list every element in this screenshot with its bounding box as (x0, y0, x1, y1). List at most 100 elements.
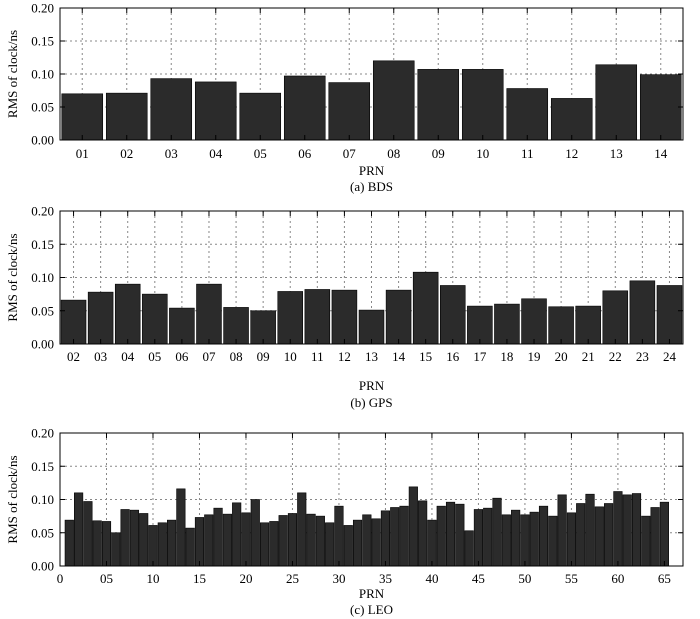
bar (196, 283, 222, 345)
chart-caption: (c) LEO (350, 602, 393, 617)
bar (548, 306, 574, 345)
bar (408, 486, 418, 567)
bar (304, 289, 331, 345)
y-tick-label: 0.15 (31, 237, 54, 252)
x-tick-label: 35 (379, 571, 392, 586)
x-tick-label: 10 (146, 571, 159, 586)
bar (259, 522, 270, 567)
x-tick-label: 04 (121, 349, 135, 364)
y-axis-label: RMS of clock/ns (5, 455, 20, 543)
bar (328, 82, 371, 141)
bar (595, 64, 638, 141)
bar (440, 285, 466, 345)
x-tick-label: 08 (230, 349, 243, 364)
bar (194, 81, 237, 141)
x-tick-label: 09 (257, 349, 270, 364)
bar (114, 283, 141, 345)
bar (511, 509, 521, 567)
bar (150, 78, 193, 141)
x-tick-label: 30 (332, 571, 345, 586)
x-tick-label: 11 (521, 146, 534, 161)
bar (83, 501, 93, 567)
x-tick-label: 10 (284, 349, 297, 364)
chart-panel-2: 0.00 0.05 0.10 0.15 0.20 02 03 04 05 06 07 08 09 10 11… (5, 204, 684, 410)
bar (575, 305, 601, 345)
bar (455, 503, 465, 567)
bar (436, 505, 446, 567)
bar (352, 519, 363, 567)
y-tick-label: 0.20 (31, 1, 54, 16)
x-tick-label: 08 (387, 146, 400, 161)
bar (87, 291, 114, 345)
bar (239, 92, 282, 141)
x-tick-label: 02 (67, 349, 80, 364)
x-tick-label: 60 (611, 571, 624, 586)
bar (445, 501, 456, 567)
bar (74, 492, 84, 567)
x-tick-label: 22 (609, 349, 622, 364)
chart-panel-3: 0.00 0.05 0.10 0.15 0.20 0 05 10 15 20 25 30 35 40 45 5… (5, 426, 684, 617)
x-axis-label: PRN (359, 586, 385, 601)
y-tick-label: 0.15 (31, 459, 54, 474)
bar (60, 299, 87, 345)
x-tick-label: 65 (658, 571, 671, 586)
bar (399, 505, 409, 567)
x-tick-label: 50 (518, 571, 531, 586)
x-tick-label: 17 (473, 349, 487, 364)
bar (418, 500, 428, 567)
bar (639, 74, 682, 141)
bar (92, 520, 102, 567)
bar (372, 60, 415, 141)
y-tick-label: 0.10 (31, 492, 54, 507)
y-axis-label: RMS of clock/ns (5, 30, 20, 118)
bar (120, 509, 130, 567)
chart-caption: (a) BDS (350, 179, 393, 194)
x-tick-label: 21 (582, 349, 595, 364)
y-tick-label: 0.10 (31, 270, 54, 285)
bar (390, 507, 400, 567)
bar (656, 285, 683, 345)
x-tick-label: 20 (239, 571, 252, 586)
bar (194, 517, 205, 567)
bar (506, 88, 549, 141)
y-tick-label: 0.00 (31, 559, 54, 574)
x-tick-label: 06 (298, 146, 312, 161)
bar (157, 522, 167, 567)
bar (602, 290, 629, 345)
y-tick-label: 0.00 (31, 133, 54, 148)
bar (492, 497, 502, 567)
x-tick-label: 40 (425, 571, 438, 586)
x-tick-label: 23 (636, 349, 649, 364)
bar (622, 494, 632, 567)
y-tick-label: 0.00 (31, 337, 54, 352)
bar (557, 494, 567, 567)
bar (169, 307, 195, 345)
bar (417, 69, 460, 141)
x-tick-label: 15 (419, 349, 432, 364)
bar (297, 492, 307, 567)
bar (650, 507, 660, 567)
y-tick-label: 0.05 (31, 525, 54, 540)
x-tick-label: 14 (392, 349, 406, 364)
x-tick-label: 13 (365, 349, 378, 364)
bar (278, 515, 288, 567)
y-tick-label: 0.20 (31, 426, 54, 441)
bar (283, 75, 326, 141)
x-tick-label: 24 (663, 349, 677, 364)
bar (461, 69, 504, 141)
bar (585, 493, 595, 567)
x-tick-label: 19 (528, 349, 541, 364)
x-tick-label: 20 (555, 349, 568, 364)
bar (269, 521, 279, 567)
bar (61, 93, 104, 141)
bar (343, 525, 353, 567)
bar (222, 513, 232, 567)
bar (204, 514, 214, 567)
bar (176, 488, 186, 567)
x-tick-label: 09 (432, 146, 445, 161)
x-tick-label: 14 (654, 146, 668, 161)
x-tick-label: 45 (472, 571, 485, 586)
bar (385, 289, 412, 345)
bar (129, 509, 139, 567)
